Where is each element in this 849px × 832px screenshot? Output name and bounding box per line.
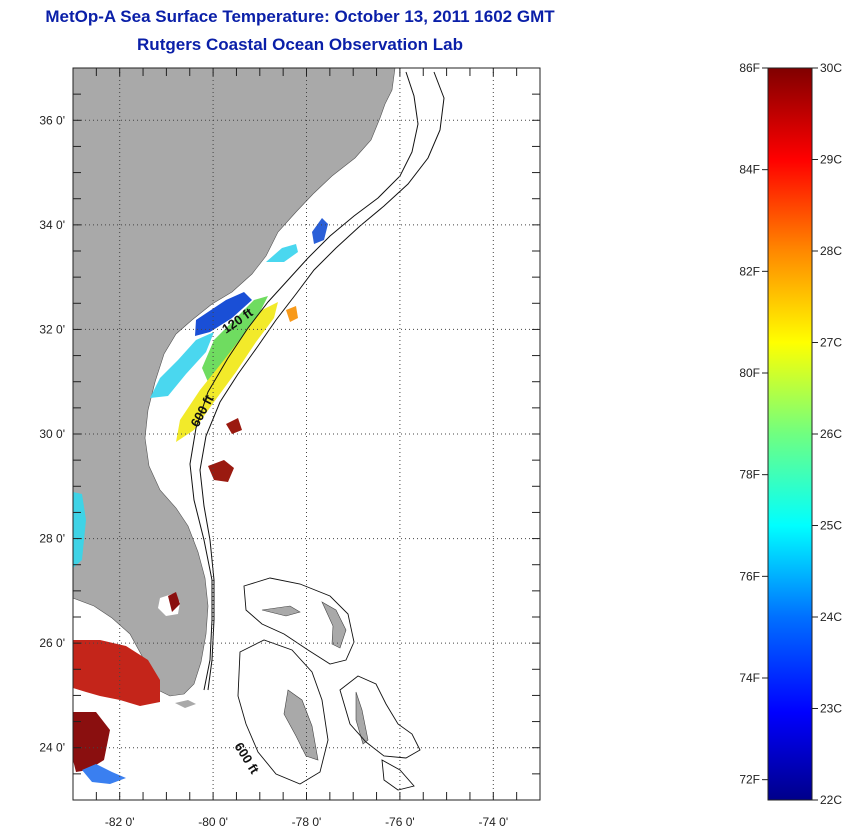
land-bahamas-abaco (321, 601, 347, 649)
colorbar-celsius-label: 25C (820, 519, 842, 533)
lat-tick-label: 36 0' (39, 113, 65, 127)
lat-tick-label: 34 0' (39, 218, 65, 232)
colorbar-celsius-label: 29C (820, 153, 842, 167)
lon-tick-label: -76 0' (385, 815, 415, 829)
sst-darkred-offshore-2 (226, 418, 242, 434)
land-bahamas-grand (261, 605, 301, 617)
sst-red-gulf-south (73, 640, 160, 706)
lat-tick-label: 24 0' (39, 741, 65, 755)
sst-mixed-spot-south (82, 764, 126, 784)
contour-bahamas-600ft-2 (237, 639, 329, 785)
lat-tick-label: 30 0' (39, 427, 65, 441)
colorbar-fahrenheit-label: 72F (739, 773, 760, 787)
contour-bahamas-600ft (243, 577, 355, 665)
sst-cyan-northeast (266, 244, 298, 262)
map-subtitle: Rutgers Coastal Ocean Observation Lab (137, 35, 463, 54)
colorbar-celsius-label: 24C (820, 610, 842, 624)
sst-north-blue-spot (312, 218, 328, 244)
colorbar-celsius-labels: 30C 29C 28C 27C 26C 25C 24C 23C 22C (812, 61, 842, 807)
sst-blue-patch (195, 292, 252, 336)
colorbar-fahrenheit-label: 84F (739, 163, 760, 177)
land-bahamas-andros (283, 689, 319, 761)
contour-120ft (189, 71, 419, 691)
lon-tick-label: -80 0' (198, 815, 228, 829)
colorbar-celsius-label: 22C (820, 793, 842, 807)
lat-tick-label: 28 0' (39, 532, 65, 546)
colorbar-celsius-label: 27C (820, 336, 842, 350)
land-florida-keys (175, 700, 196, 708)
colorbar-celsius-label: 23C (820, 702, 842, 716)
sst-cyan-patch (150, 332, 214, 398)
contour-bahamas-600ft-4 (381, 759, 415, 791)
sst-darkred-offshore-1 (208, 460, 234, 482)
lat-tick-label: 26 0' (39, 636, 65, 650)
colorbar-fahrenheit-label: 78F (739, 468, 760, 482)
colorbar-fahrenheit-label: 82F (739, 264, 760, 278)
contour-bahamas-600ft-3 (339, 675, 421, 759)
colorbar-fahrenheit-label: 74F (739, 671, 760, 685)
colorbar (767, 67, 813, 801)
colorbar-fahrenheit-label: 80F (739, 366, 760, 380)
sst-darkred-lake (168, 592, 180, 612)
lon-tick-label: -78 0' (292, 815, 322, 829)
colorbar-celsius-label: 26C (820, 427, 842, 441)
sst-cyan-gulf-west (73, 492, 86, 568)
colorbar-fahrenheit-label: 76F (739, 569, 760, 583)
sst-orange-spot (286, 306, 298, 322)
lon-tick-label: -74 0' (478, 815, 508, 829)
colorbar-fahrenheit-label: 86F (739, 61, 760, 75)
colorbar-celsius-label: 28C (820, 244, 842, 258)
map-frame (72, 67, 541, 801)
contour-600ft (199, 71, 445, 691)
lat-tick-label: 32 0' (39, 322, 65, 336)
colorbar-fahrenheit-labels: 86F 84F 82F 80F 78F 76F 74F 72F (739, 61, 768, 787)
sst-green-band (202, 296, 268, 382)
lon-tick-label: -82 0' (105, 815, 135, 829)
sst-darkred-gulf-far-south (73, 712, 110, 772)
map-title: MetOp-A Sea Surface Temperature: October… (45, 7, 555, 26)
sst-yellow-band (176, 302, 278, 442)
colorbar-celsius-label: 30C (820, 61, 842, 75)
